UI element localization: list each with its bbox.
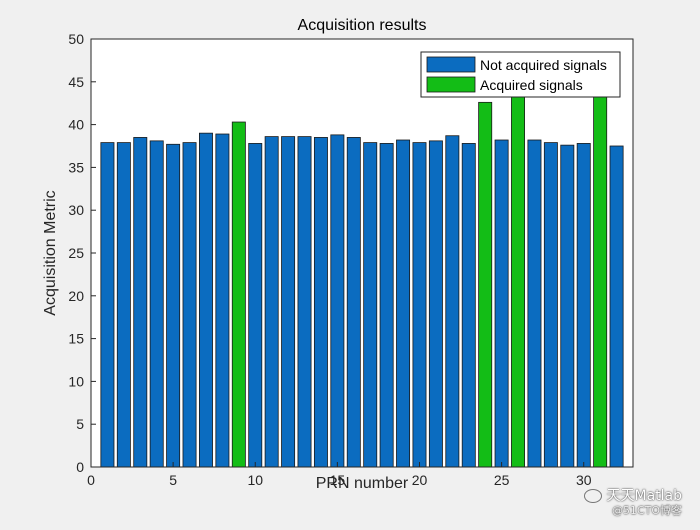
x-tick-label: 15 xyxy=(330,472,346,488)
bar-not-acquired-prn-11 xyxy=(264,136,279,468)
x-axis-label: PRN number xyxy=(316,475,409,492)
legend-swatch-acquired xyxy=(426,76,476,93)
bar-not-acquired-prn-18 xyxy=(379,143,394,468)
bars-layer xyxy=(100,93,624,468)
bar-not-acquired-prn-13 xyxy=(297,136,312,468)
bar-not-acquired-prn-16 xyxy=(346,137,361,468)
y-tick-label: 45 xyxy=(68,74,84,90)
y-tick-label: 5 xyxy=(76,416,84,432)
y-tick-label: 20 xyxy=(68,288,84,304)
y-tick-label: 0 xyxy=(76,459,84,475)
legend-swatch-not-acquired xyxy=(426,56,476,73)
bar-not-acquired-prn-5 xyxy=(166,143,181,468)
legend-label-acquired: Acquired signals xyxy=(480,77,583,93)
bar-not-acquired-prn-14 xyxy=(313,137,328,468)
bar-acquired-prn-26 xyxy=(511,93,525,468)
legend-label-not-acquired: Not acquired signals xyxy=(480,57,607,73)
bar-not-acquired-prn-1 xyxy=(100,142,115,468)
y-tick-label: 15 xyxy=(68,331,84,347)
bar-not-acquired-prn-32 xyxy=(609,145,624,468)
y-tick-label: 10 xyxy=(68,373,84,389)
bar-not-acquired-prn-23 xyxy=(461,143,476,468)
x-tick-label: 0 xyxy=(87,472,95,488)
bar-not-acquired-prn-8 xyxy=(215,133,230,468)
bar-not-acquired-prn-4 xyxy=(149,140,164,468)
wechat-logo-icon xyxy=(584,489,603,503)
chart-title: Acquisition results xyxy=(298,17,427,34)
watermark-line-2: @51CTO博客 xyxy=(611,504,682,517)
y-tick-label: 40 xyxy=(68,117,84,133)
y-tick-label: 25 xyxy=(68,245,84,261)
ticks-layer: 0 5 10 15 20 25 30 0 5 10 15 20 25 30 35 40 45 50 xyxy=(68,31,591,488)
bar-acquired-prn-9 xyxy=(231,121,246,468)
bar-not-acquired-prn-10 xyxy=(248,143,263,468)
bar-not-acquired-prn-21 xyxy=(428,140,443,468)
bar-not-acquired-prn-22 xyxy=(445,135,460,468)
bar-not-acquired-prn-12 xyxy=(281,136,296,468)
watermark: 天天Matlab @51CTO博客 xyxy=(584,488,682,517)
legend: Not acquired signals Acquired signals xyxy=(420,51,621,98)
x-tick-label: 25 xyxy=(494,472,510,488)
x-tick-label: 10 xyxy=(247,472,263,488)
x-tick-label: 30 xyxy=(576,472,592,488)
bar-not-acquired-prn-28 xyxy=(543,142,558,468)
bar-not-acquired-prn-2 xyxy=(116,142,131,468)
bar-not-acquired-prn-30 xyxy=(576,143,591,468)
bar-not-acquired-prn-29 xyxy=(560,144,575,468)
y-tick-label: 50 xyxy=(68,31,84,47)
bar-not-acquired-prn-7 xyxy=(198,132,213,468)
bar-not-acquired-prn-6 xyxy=(182,142,197,468)
bar-acquired-prn-31 xyxy=(593,94,608,468)
bar-not-acquired-prn-17 xyxy=(363,142,378,468)
bar-not-acquired-prn-3 xyxy=(133,137,148,468)
x-tick-label: 5 xyxy=(169,472,177,488)
bar-not-acquired-prn-15 xyxy=(330,134,345,468)
y-axis-label: Acquisition Metric xyxy=(42,190,59,315)
bar-not-acquired-prn-25 xyxy=(494,139,509,468)
bar-not-acquired-prn-27 xyxy=(527,139,542,468)
plot-area xyxy=(91,39,633,467)
watermark-line-1: 天天Matlab xyxy=(584,488,682,504)
bar-not-acquired-prn-19 xyxy=(396,139,411,468)
x-tick-label: 20 xyxy=(412,472,428,488)
y-tick-label: 30 xyxy=(68,202,84,218)
bar-not-acquired-prn-20 xyxy=(412,142,427,468)
y-tick-label: 35 xyxy=(68,159,84,175)
bar-acquired-prn-24 xyxy=(478,101,493,468)
watermark-line-1-text: 天天Matlab xyxy=(606,488,682,504)
